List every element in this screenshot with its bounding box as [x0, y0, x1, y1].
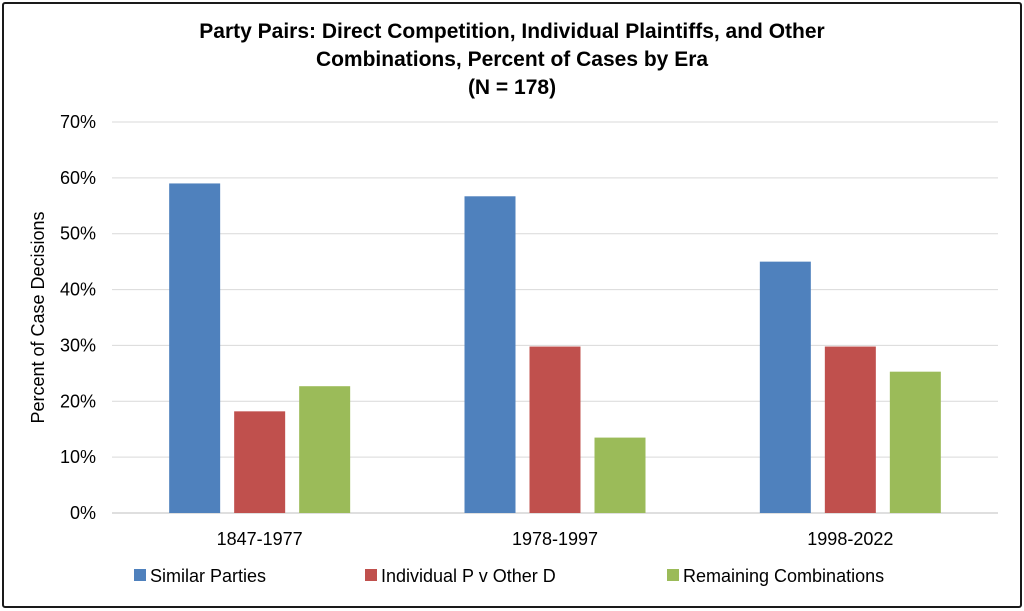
- y-tick-label: 0%: [70, 503, 96, 523]
- bar-remaining-combinations-1978-1997: [594, 437, 646, 513]
- bar-similar-parties-1847-1977: [169, 183, 221, 513]
- legend-swatch: [365, 569, 377, 581]
- legend-label: Similar Parties: [150, 566, 266, 586]
- bar-similar-parties-1978-1997: [464, 196, 516, 514]
- bar-individual-p-v-other-d-1847-1977: [234, 411, 286, 513]
- bar-individual-p-v-other-d-1998-2022: [824, 346, 876, 513]
- bar-individual-p-v-other-d-1978-1997: [529, 346, 581, 513]
- x-tick-label: 1978-1997: [512, 529, 598, 549]
- x-tick-label: 1998-2022: [807, 529, 893, 549]
- y-tick-label: 30%: [60, 335, 96, 355]
- y-axis-label: Percent of Case Decisions: [28, 211, 48, 423]
- legend-label: Individual P v Other D: [381, 566, 556, 586]
- legend-label: Remaining Combinations: [683, 566, 884, 586]
- legend-swatch: [134, 569, 146, 581]
- y-tick-label: 60%: [60, 168, 96, 188]
- chart-title: Party Pairs: Direct Competition, Individ…: [199, 20, 824, 99]
- y-tick-label: 70%: [60, 112, 96, 132]
- legend-item: Individual P v Other D: [365, 566, 556, 586]
- legend-item: Remaining Combinations: [667, 566, 884, 586]
- y-tick-label: 50%: [60, 224, 96, 244]
- y-axis-label-group: Percent of Case Decisions: [28, 211, 48, 423]
- bars: [169, 183, 941, 514]
- bar-remaining-combinations-1847-1977: [299, 386, 351, 513]
- y-tick-label: 40%: [60, 280, 96, 300]
- legend-swatch: [667, 569, 679, 581]
- bar-similar-parties-1998-2022: [759, 261, 811, 513]
- chart-title-line: Combinations, Percent of Cases by Era: [316, 48, 708, 71]
- y-tick-label: 20%: [60, 391, 96, 411]
- x-tick-label: 1847-1977: [217, 529, 303, 549]
- legend: Similar Parties Individual P v Other D Rem…: [134, 566, 884, 586]
- legend-item: Similar Parties: [134, 566, 266, 586]
- y-tick-label: 10%: [60, 447, 96, 467]
- x-axis-ticks: 1847-1977 1978-1997 1998-2022: [217, 529, 894, 549]
- bar-remaining-combinations-1998-2022: [889, 371, 941, 513]
- chart-title-line: (N = 178): [468, 76, 556, 99]
- chart-title-line: Party Pairs: Direct Competition, Individ…: [199, 20, 824, 43]
- y-axis-ticks: 0% 10% 20% 30% 40% 50% 60% 70%: [60, 112, 96, 523]
